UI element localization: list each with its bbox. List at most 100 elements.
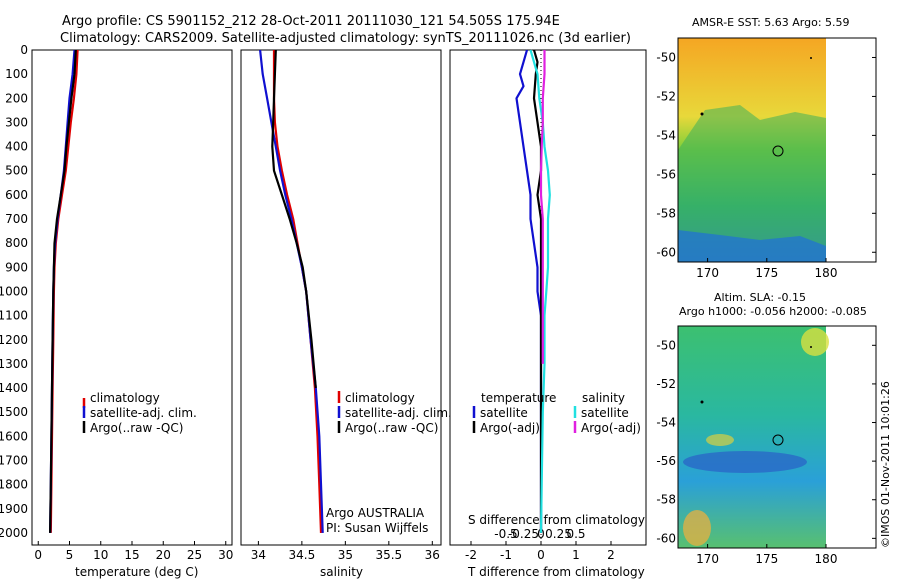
x-tick-0: 0 — [34, 548, 42, 562]
salinity-legend: climatology satellite-adj. clim. Argo(..… — [337, 391, 452, 435]
annotation-argo-australia: Argo AUSTRALIA — [326, 506, 425, 520]
legend-label-argo: Argo(..raw -QC) — [90, 421, 183, 435]
salinity-difference-axis-label: S difference from climatology — [468, 513, 645, 527]
sla-map-ticks: 170 175 180 -50 -52 -54 -56 -58 -60 — [656, 338, 876, 566]
map-y-tick--52: -52 — [656, 377, 676, 391]
x-tick-35.5: 35.5 — [375, 548, 402, 562]
depth-tick-800: 800 — [5, 236, 28, 250]
x-tick-1: 1 — [572, 548, 580, 562]
salinity-panel: 34 34.5 35 35.5 36 salinity climatology sate… — [240, 49, 452, 579]
map-y-tick--60: -60 — [656, 245, 676, 259]
map-y-tick--52: -52 — [656, 89, 676, 103]
temperature-legend: climatology satellite-adj. clim. Argo(..… — [82, 391, 197, 435]
sst-dot-2 — [810, 57, 812, 59]
map-x-tick-180: 180 — [815, 552, 838, 566]
depth-tick-0: 0 — [20, 43, 28, 57]
header-line-2: Climatology: CARS2009. Satellite-adjuste… — [60, 31, 631, 46]
legend-label-satellite: satellite-adj. clim. — [90, 406, 197, 420]
difference-panel: -2 -1 0 1 2 -0.5-0.25 00.250.5 S difference f… — [449, 49, 647, 579]
salinity-x-ticks: 34 34.5 35 35.5 36 — [251, 541, 440, 562]
sal-diff-tick-0.25: 0.25 — [545, 527, 572, 541]
depth-tick-100: 100 — [5, 67, 28, 81]
series-line-2-1 — [532, 49, 543, 533]
legend-title-temperature: temperature — [481, 391, 556, 405]
sla-map-panel: Altim. SLA: -0.15 Argo h1000: -0.056 h20… — [656, 291, 877, 566]
sst-blue-region — [678, 230, 826, 262]
header-line-1: Argo profile: CS 5901152_212 28-Oct-2011… — [62, 14, 560, 29]
sla-yellow-spot — [706, 434, 734, 446]
difference-x-ticks: -2 -1 0 1 2 — [465, 541, 615, 562]
x-tick--2: -2 — [465, 548, 477, 562]
map-y-tick--50: -50 — [656, 50, 676, 64]
x-tick-25: 25 — [187, 548, 202, 562]
map-y-tick--58: -58 — [656, 206, 676, 220]
sst-map-panel: AMSR-E SST: 5.63 Argo: 5.59 170 175 180 -50… — [656, 16, 877, 280]
sst-map-title: AMSR-E SST: 5.63 Argo: 5.59 — [692, 16, 850, 29]
depth-tick-500: 500 — [5, 164, 28, 178]
difference-series — [515, 49, 551, 533]
x-tick--1: -1 — [500, 548, 512, 562]
sla-yellow-region — [801, 328, 829, 356]
sst-argo-marker — [772, 145, 784, 157]
sal-diff-tick--0.25: -0.25 — [508, 527, 539, 541]
sla-blue-band — [683, 451, 807, 473]
legend-label-climatology: climatology — [90, 391, 160, 405]
sla-map-title-1: Altim. SLA: -0.15 — [714, 291, 806, 304]
x-tick-5: 5 — [66, 548, 74, 562]
map-y-tick--56: -56 — [656, 167, 676, 181]
legend-label-temp-argo: Argo(-adj) — [480, 421, 540, 435]
temperature-panel: 0100200300400500600700800900100011001200… — [0, 43, 233, 579]
sst-map-ticks: 170 175 180 -50 -52 -54 -56 -58 -60 — [656, 50, 876, 280]
depth-tick-400: 400 — [5, 140, 28, 154]
sst-cold-region — [678, 105, 826, 262]
legend-label-sal-satellite: satellite — [581, 406, 629, 420]
map-y-tick--54: -54 — [656, 128, 676, 142]
depth-tick-200: 200 — [5, 91, 28, 105]
x-tick-10: 10 — [93, 548, 108, 562]
map-x-tick-180: 180 — [815, 266, 838, 280]
depth-tick-1700: 1700 — [0, 453, 28, 467]
annotation-pi: PI: Susan Wijffels — [326, 521, 428, 535]
sla-map-title-2: Argo h1000: -0.056 h2000: -0.085 — [679, 305, 867, 318]
series-line-0-2 — [49, 49, 77, 533]
sal-diff-tick-0.5: 0.5 — [566, 527, 585, 541]
sst-axes-box — [677, 37, 877, 263]
x-tick-34: 34 — [251, 548, 266, 562]
depth-tick-labels: 0 100 200 300 400 500 600 700 800 900 1000 1100 1200… — [0, 43, 28, 540]
depth-tick-1900: 1900 — [0, 502, 28, 516]
x-tick-0: 0 — [537, 548, 545, 562]
sst-dot-1 — [700, 112, 704, 116]
depth-tick-2000: 2000 — [0, 526, 28, 540]
sla-heatmap — [678, 326, 826, 548]
series-line-2-2 — [529, 49, 551, 533]
difference-xlabel: T difference from climatology — [467, 565, 645, 579]
series-line-1-2 — [271, 49, 317, 389]
salinity-series — [259, 49, 324, 533]
legend-label-sal-argo: Argo(-adj) — [581, 421, 641, 435]
sla-axes-box — [677, 325, 877, 549]
map-x-tick-175: 175 — [755, 266, 778, 280]
depth-tick-300: 300 — [5, 115, 28, 129]
depth-tick-1300: 1300 — [0, 357, 28, 371]
legend-title-salinity: salinity — [582, 391, 625, 405]
x-tick-2: 2 — [607, 548, 615, 562]
map-y-tick--50: -50 — [656, 338, 676, 352]
x-tick-20: 20 — [156, 548, 171, 562]
sla-dot-2 — [810, 346, 812, 348]
legend-label-temp-satellite: satellite — [480, 406, 528, 420]
difference-salinity-ticks: -0.5-0.2500.250.5 — [494, 527, 585, 541]
sla-argo-marker — [772, 434, 784, 446]
salinity-xlabel: salinity — [320, 565, 363, 579]
imos-timestamp: ©IMOS 01-Nov-2011 10:01:26 — [879, 381, 892, 548]
x-tick-36: 36 — [425, 548, 440, 562]
sla-warm-spot — [683, 510, 711, 546]
x-tick-35: 35 — [338, 548, 353, 562]
depth-tick-1100: 1100 — [0, 309, 28, 323]
map-y-tick--58: -58 — [656, 493, 676, 507]
legend-label-satellite: satellite-adj. clim. — [345, 406, 452, 420]
map-x-tick-170: 170 — [696, 266, 719, 280]
sal-diff-tick--0.5: -0.5 — [494, 527, 517, 541]
map-x-tick-175: 175 — [755, 552, 778, 566]
temperature-xlabel: temperature (deg C) — [75, 565, 198, 579]
